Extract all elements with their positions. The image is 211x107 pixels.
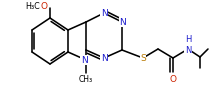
Text: H
N: H N bbox=[185, 35, 191, 55]
Text: CH₃: CH₃ bbox=[79, 76, 93, 85]
Text: N: N bbox=[101, 8, 107, 18]
Text: N: N bbox=[101, 54, 107, 62]
Text: O: O bbox=[41, 1, 47, 10]
Text: H₃C: H₃C bbox=[26, 1, 40, 10]
Text: S: S bbox=[140, 54, 146, 62]
Text: O: O bbox=[169, 74, 176, 83]
Text: N: N bbox=[120, 18, 126, 27]
Text: N: N bbox=[81, 56, 87, 65]
